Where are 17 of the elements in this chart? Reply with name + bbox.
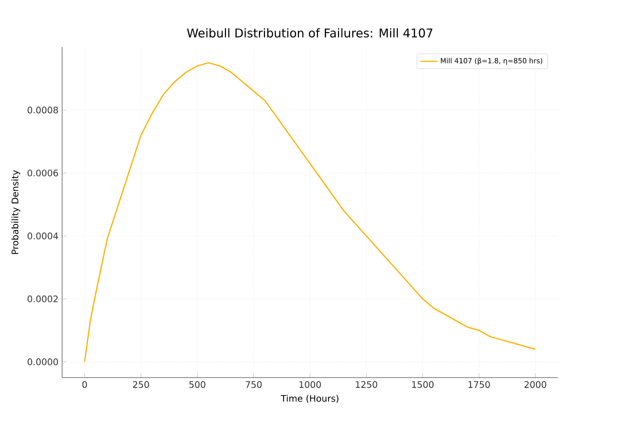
x-tick-label: 0: [82, 381, 87, 388]
x-axis-title: Time (Hours): [280, 394, 338, 404]
x-tick-label: 750: [246, 381, 262, 388]
x-tick-label: 2000: [524, 381, 546, 388]
x-tick-label: 250: [133, 381, 149, 388]
y-tick-label: 0.0002: [28, 296, 58, 302]
x-tick-label: 1500: [412, 381, 434, 388]
y-tick-label: 0.0004: [28, 232, 58, 240]
y-tick-label: 0.0006: [28, 170, 58, 177]
y-tick-label: 0.0000: [28, 358, 58, 366]
y-tick-label: 0.0008: [28, 106, 58, 114]
x-tick-label: 1250: [356, 381, 378, 388]
y-axis-title: Probability Density: [11, 170, 20, 254]
x-tick-label: 1750: [468, 381, 490, 388]
x-tick-label: 1000: [300, 381, 321, 388]
x-tick-label: 500: [189, 381, 206, 388]
chart-title: Weibull Distribution of Failures: Mill 4107: [187, 28, 432, 38]
